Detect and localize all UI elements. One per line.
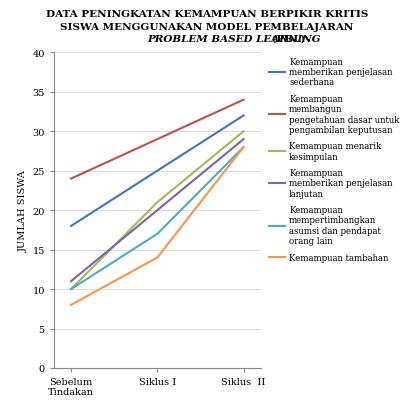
Text: (PBL): (PBL)	[268, 35, 305, 44]
Y-axis label: JUMLAH SISWA: JUMLAH SISWA	[19, 170, 28, 252]
Text: DATA PENINGKATAN KEMAMPUAN BERPIKIR KRITIS: DATA PENINGKATAN KEMAMPUAN BERPIKIR KRIT…	[46, 10, 367, 19]
Text: PROBLEM BASED LEARNING: PROBLEM BASED LEARNING	[147, 35, 320, 44]
Legend: Kemampuan
memberikan penjelasan
sederhana, Kemampuan
membangun
pengetahuan dasar: Kemampuan memberikan penjelasan sederhan…	[268, 58, 399, 262]
Text: SISWA MENGGUNAKAN MODEL PEMBELAJARAN: SISWA MENGGUNAKAN MODEL PEMBELAJARAN	[60, 22, 353, 31]
